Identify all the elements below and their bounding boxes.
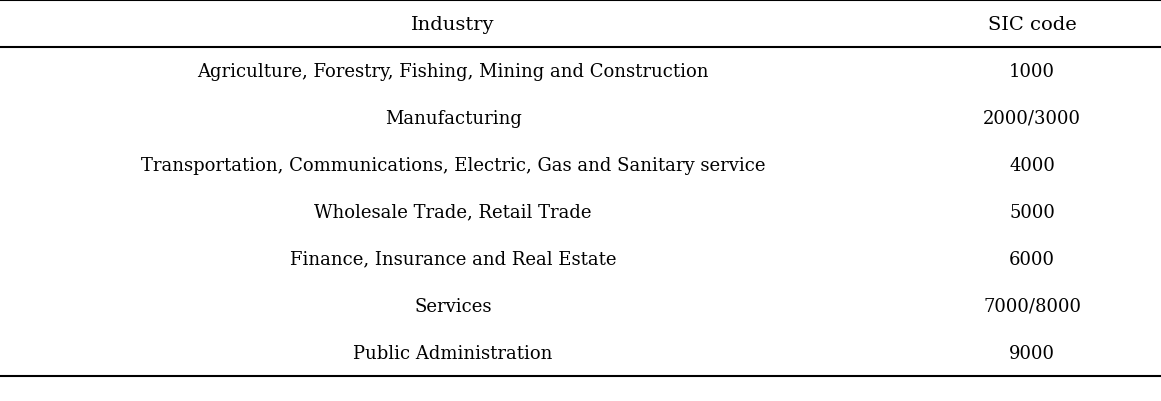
Text: Wholesale Trade, Retail Trade: Wholesale Trade, Retail Trade: [315, 203, 592, 221]
Text: SIC code: SIC code: [988, 16, 1076, 34]
Text: Finance, Insurance and Real Estate: Finance, Insurance and Real Estate: [290, 250, 616, 268]
Text: Transportation, Communications, Electric, Gas and Sanitary service: Transportation, Communications, Electric…: [140, 156, 765, 174]
Text: 1000: 1000: [1009, 63, 1055, 81]
Text: Public Administration: Public Administration: [353, 344, 553, 362]
Text: Industry: Industry: [411, 16, 495, 34]
Text: 9000: 9000: [1009, 344, 1055, 362]
Text: 7000/8000: 7000/8000: [983, 297, 1081, 315]
Text: Agriculture, Forestry, Fishing, Mining and Construction: Agriculture, Forestry, Fishing, Mining a…: [197, 63, 709, 81]
Text: 4000: 4000: [1009, 156, 1055, 174]
Text: 5000: 5000: [1009, 203, 1055, 221]
Text: 2000/3000: 2000/3000: [983, 109, 1081, 128]
Text: Manufacturing: Manufacturing: [384, 109, 521, 128]
Text: 6000: 6000: [1009, 250, 1055, 268]
Text: Services: Services: [414, 297, 492, 315]
